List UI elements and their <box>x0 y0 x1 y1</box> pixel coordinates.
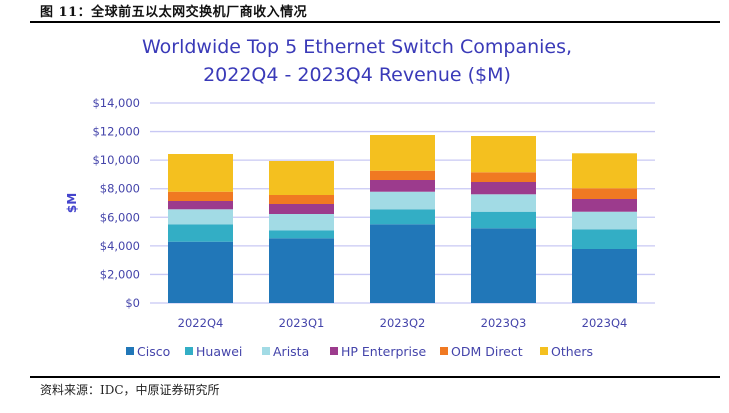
legend-swatch <box>126 347 134 355</box>
legend-label: Cisco <box>137 344 170 359</box>
y-tick-label: $10,000 <box>92 153 140 167</box>
bar-segment-others <box>572 153 637 189</box>
x-tick-label: 2023Q2 <box>380 316 426 330</box>
y-axis-ticks: $0 $2,000 $4,000 $6,000 $8,000 $10,000 $12,000… <box>92 96 140 310</box>
x-tick-label: 2023Q1 <box>279 316 325 330</box>
chart-title: Worldwide Top 5 Ethernet Switch Companie… <box>142 36 572 58</box>
y-tick-label: $8,000 <box>100 182 140 196</box>
bar-segment-others <box>269 161 334 195</box>
bar-segment-odm-direct <box>168 191 233 201</box>
y-tick-label: $14,000 <box>92 96 140 110</box>
legend-swatch <box>262 347 270 355</box>
y-tick-label: $12,000 <box>92 125 140 139</box>
bar-segment-others <box>370 135 435 171</box>
bar-segment-hp-enterprise <box>471 182 536 195</box>
bar-segment-odm-direct <box>572 188 637 199</box>
figure-caption: 图 11：全球前五以太网交换机厂商收入情况 <box>40 5 308 20</box>
bar-segment-hp-enterprise <box>168 201 233 210</box>
y-tick-label: $0 <box>125 296 140 310</box>
bar-segment-cisco <box>572 249 637 303</box>
y-tick-label: $6,000 <box>100 210 140 224</box>
bottom-rule <box>30 376 720 378</box>
bar-segment-cisco <box>370 224 435 303</box>
x-tick-label: 2023Q3 <box>481 316 527 330</box>
bar-segment-cisco <box>269 238 334 303</box>
bar-segment-odm-direct <box>269 195 334 204</box>
bar-segment-hp-enterprise <box>269 204 334 214</box>
bar-segment-huawei <box>572 229 637 249</box>
x-tick-label: 2022Q4 <box>178 316 224 330</box>
bar-segment-huawei <box>269 230 334 239</box>
x-tick-label: 2023Q4 <box>582 316 628 330</box>
bar-segment-huawei <box>471 211 536 229</box>
bar-segment-others <box>168 154 233 192</box>
bar-segment-arista <box>471 194 536 212</box>
bar-segment-others <box>471 136 536 173</box>
legend-label: HP Enterprise <box>341 344 427 359</box>
legend-swatch <box>540 347 548 355</box>
bar-segment-hp-enterprise <box>572 199 637 212</box>
bar-segment-arista <box>370 191 435 210</box>
legend: Cisco Huawei Arista HP Enterprise ODM Direct… <box>126 344 593 359</box>
y-tick-label: $4,000 <box>100 239 140 253</box>
y-tick-label: $2,000 <box>100 267 140 281</box>
legend-swatch <box>440 347 448 355</box>
bar-segment-arista <box>572 211 637 230</box>
chart-subtitle: 2022Q4 - 2023Q4 Revenue ($M) <box>203 64 511 86</box>
legend-label: Arista <box>273 344 309 359</box>
y-axis-label: $M <box>65 193 79 213</box>
legend-label: Huawei <box>196 344 242 359</box>
bar-segment-arista <box>168 209 233 225</box>
bar-segment-arista <box>269 214 334 231</box>
source-note: 资料来源：IDC，中原证券研究所 <box>40 383 220 397</box>
bar-segment-odm-direct <box>370 170 435 180</box>
legend-swatch <box>330 347 338 355</box>
legend-swatch <box>185 347 193 355</box>
bar-segment-huawei <box>370 209 435 225</box>
legend-label: Others <box>551 344 593 359</box>
bars <box>168 135 637 303</box>
bar-segment-cisco <box>168 241 233 303</box>
bar-segment-odm-direct <box>471 172 536 182</box>
legend-label: ODM Direct <box>451 344 523 359</box>
x-axis-ticks: 2022Q4 2023Q1 2023Q2 2023Q3 2023Q4 <box>178 316 628 330</box>
top-rule <box>30 21 720 23</box>
bar-segment-huawei <box>168 224 233 242</box>
bar-segment-cisco <box>471 228 536 303</box>
bar-segment-hp-enterprise <box>370 180 435 192</box>
